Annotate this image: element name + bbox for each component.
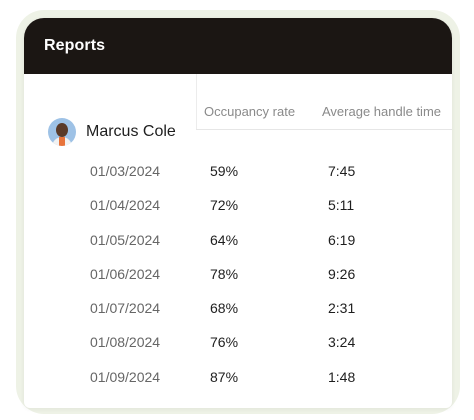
agent-group-header: Marcus Cole <box>48 118 176 146</box>
row-occupancy: 68% <box>210 300 239 317</box>
table-row: 01/04/2024 72% 5:11 <box>24 188 452 222</box>
row-date: 01/07/2024 <box>90 300 161 317</box>
row-handle-time: 1:48 <box>328 368 356 385</box>
row-date: 01/04/2024 <box>90 197 161 214</box>
table-row: 01/09/2024 87% 1:48 <box>24 360 452 394</box>
column-headers: Occupancy rate Average handle time <box>196 74 452 130</box>
table-row: 01/03/2024 59% 7:45 <box>24 154 452 188</box>
avatar-head <box>56 123 68 137</box>
column-header-occupancy[interactable]: Occupancy rate <box>204 104 296 119</box>
reports-card: Reports Occupancy rate Average handle ti… <box>24 18 452 408</box>
row-handle-time: 6:19 <box>328 231 356 248</box>
column-header-handle-time[interactable]: Average handle time <box>322 104 442 119</box>
row-date: 01/09/2024 <box>90 368 161 385</box>
table-row: 01/06/2024 78% 9:26 <box>24 257 452 291</box>
row-occupancy: 59% <box>210 163 239 179</box>
row-handle-time: 9:26 <box>328 265 356 282</box>
report-rows: 01/03/2024 59% 7:45 01/04/2024 72% 5:11 … <box>24 154 452 394</box>
card-header: Reports <box>24 18 452 74</box>
table-row: 01/08/2024 76% 3:24 <box>24 325 452 359</box>
table-row: 01/05/2024 64% 6:19 <box>24 223 452 257</box>
row-handle-time: 3:24 <box>328 334 356 351</box>
user-avatar-icon <box>48 118 76 146</box>
row-date: 01/08/2024 <box>90 334 161 351</box>
row-date: 01/05/2024 <box>90 231 161 248</box>
avatar-accent <box>59 137 65 146</box>
row-occupancy: 64% <box>210 231 239 248</box>
column-divider <box>196 74 197 130</box>
row-occupancy: 78% <box>210 265 239 282</box>
row-handle-time: 5:11 <box>328 197 355 214</box>
agent-name: Marcus Cole <box>86 123 176 140</box>
row-date: 01/03/2024 <box>90 163 161 179</box>
page-title: Reports <box>44 37 106 54</box>
table-row: 01/07/2024 68% 2:31 <box>24 291 452 325</box>
row-date: 01/06/2024 <box>90 265 161 282</box>
row-occupancy: 72% <box>210 197 239 214</box>
row-handle-time: 7:45 <box>328 163 356 179</box>
row-handle-time: 2:31 <box>328 300 356 317</box>
row-occupancy: 76% <box>210 334 239 351</box>
row-occupancy: 87% <box>210 368 239 385</box>
